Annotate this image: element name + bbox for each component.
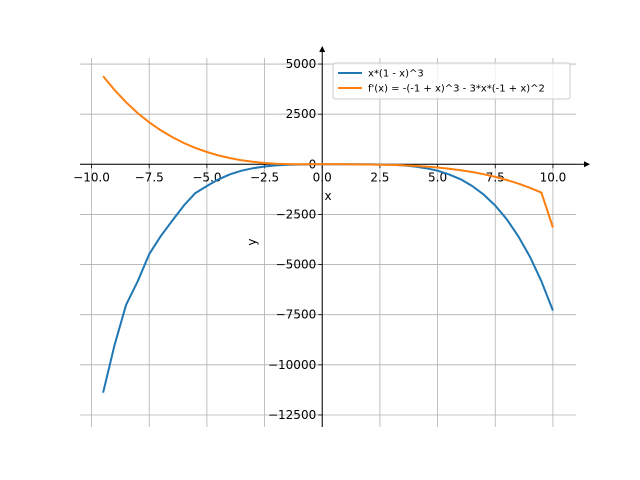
- x-tick-label: 10.0: [540, 170, 567, 184]
- x-tick-label: −7.5: [135, 170, 164, 184]
- legend-label-series-1: x*(1 - x)^3: [368, 69, 424, 80]
- series-line-2: [102, 75, 554, 228]
- x-tick-label: 5.0: [428, 170, 447, 184]
- x-axis-ticks: −10.0 −7.5 −5.0 −2.5 0.0 2.5 5.0 7.5 10.0: [73, 164, 566, 184]
- y-tick-label: 2500: [286, 107, 317, 121]
- y-tick-label: −10000: [268, 358, 316, 372]
- x-axis-arrow: [584, 161, 590, 168]
- series-lines: [102, 75, 554, 393]
- y-tick-label: −5000: [276, 258, 317, 272]
- legend-label-series-2: f'(x) = -(-1 + x)^3 - 3*x*(-1 + x)^2: [368, 84, 545, 95]
- y-tick-label: −2500: [276, 207, 317, 221]
- y-axis-arrow: [319, 46, 326, 52]
- x-tick-label: −2.5: [250, 170, 279, 184]
- x-axis-label: x: [324, 189, 331, 203]
- x-tick-label: 2.5: [370, 170, 389, 184]
- y-axis-label: y: [245, 238, 259, 245]
- x-tick-label: −10.0: [73, 170, 110, 184]
- legend: x*(1 - x)^3 f'(x) = -(-1 + x)^3 - 3*x*(-…: [332, 62, 571, 100]
- y-tick-label: −12500: [268, 408, 316, 422]
- y-tick-label: 5000: [286, 57, 317, 71]
- y-tick-label: −7500: [276, 308, 317, 322]
- x-tick-label: −5.0: [192, 170, 221, 184]
- legend-box: [332, 62, 571, 100]
- x-tick-label: 0.0: [313, 170, 332, 184]
